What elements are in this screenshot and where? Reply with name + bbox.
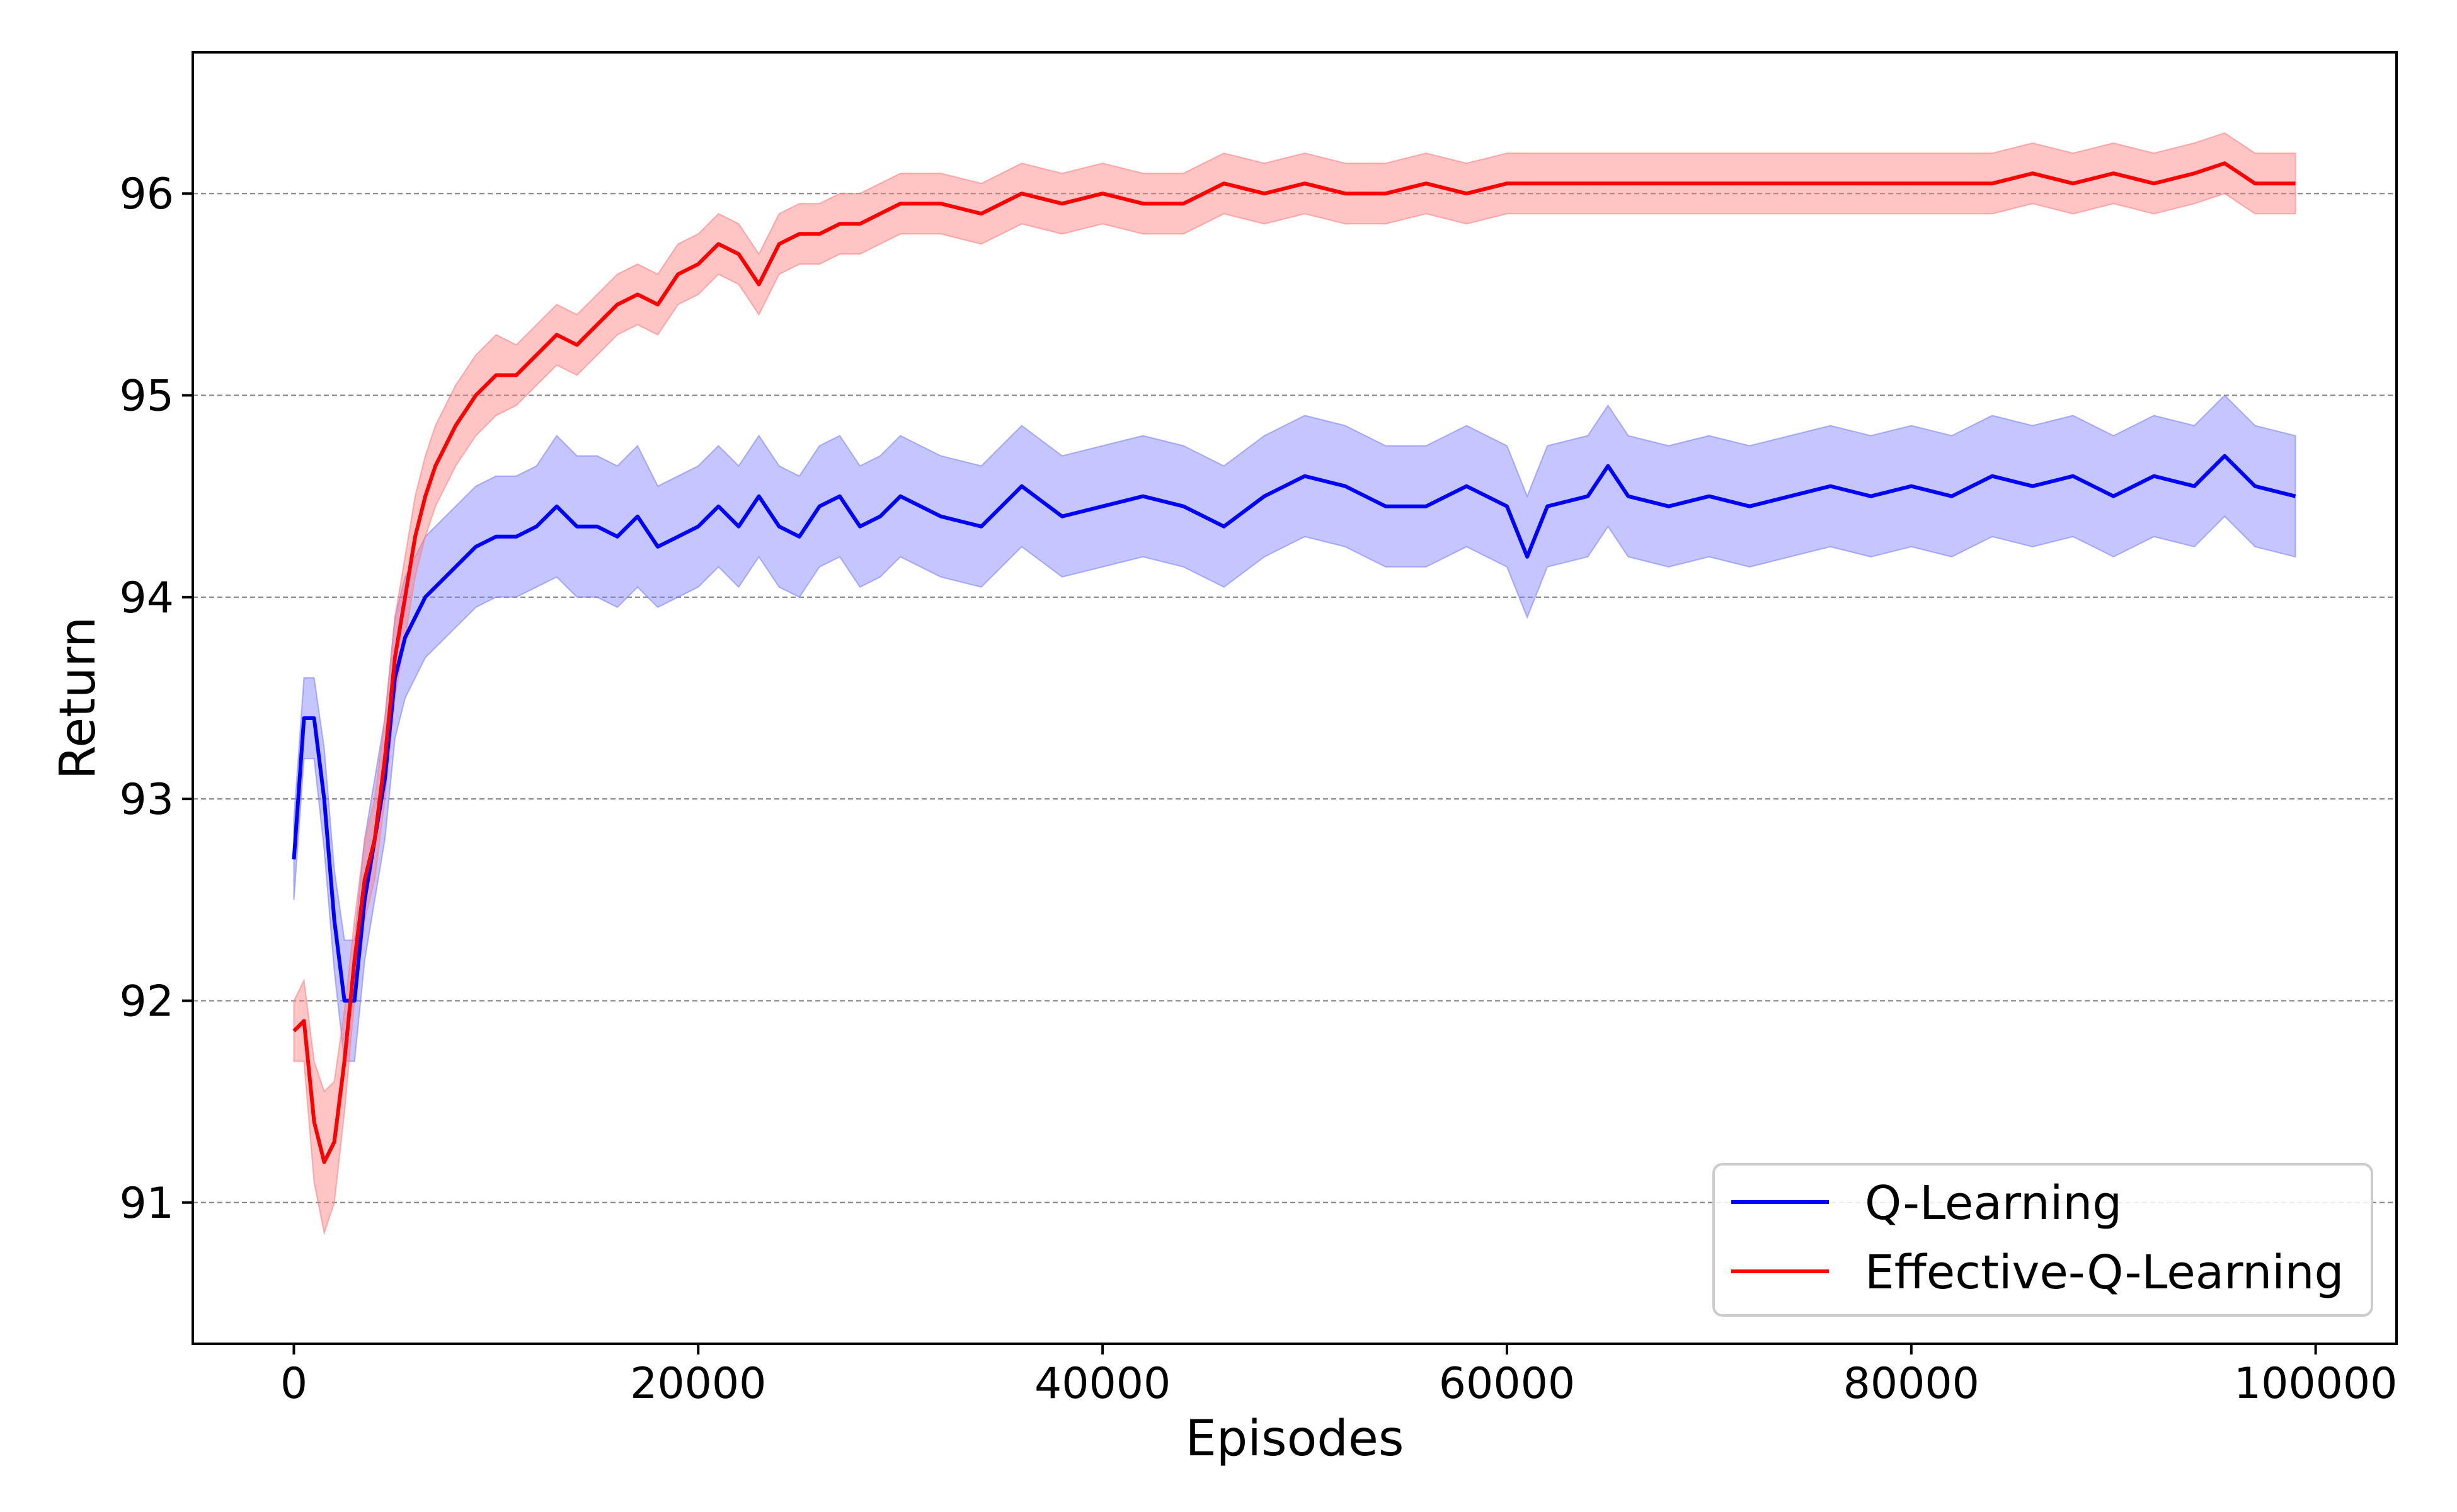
x-tick-label: 20000	[630, 1359, 766, 1409]
legend: Q-Learning Effective-Q-Learning	[1712, 1163, 2373, 1317]
y-tick-label: 96	[119, 169, 174, 219]
y-tick-label: 95	[119, 372, 174, 421]
x-tick-label: 100000	[2234, 1359, 2398, 1409]
y-tick-label: 91	[119, 1179, 174, 1228]
plot-frame	[192, 51, 2398, 1345]
grid-lines	[193, 193, 2397, 1203]
confidence-bands	[293, 132, 2296, 1235]
y-tick-label: 93	[119, 775, 174, 825]
legend-label-effective-q-learning: Effective-Q-Learning	[1865, 1246, 2344, 1300]
legend-box	[1712, 1163, 2373, 1317]
x-axis-title: Episodes	[1186, 1411, 1404, 1467]
band-series-1	[293, 132, 2296, 1235]
legend-label-q-learning: Q-Learning	[1865, 1176, 2122, 1230]
x-axis: 0 20000 40000 60000 80000 100000	[280, 1344, 2398, 1409]
x-tick-label: 0	[280, 1359, 307, 1409]
y-axis: 91 92 93 94 95 96	[119, 169, 193, 1228]
y-tick-label: 92	[119, 976, 174, 1026]
x-tick-label: 40000	[1034, 1359, 1171, 1409]
y-axis-title: Return	[50, 617, 106, 780]
y-tick-label: 94	[119, 573, 174, 623]
series-lines	[292, 161, 2296, 1164]
band-series-0	[293, 394, 2296, 1062]
x-tick-label: 80000	[1843, 1359, 1979, 1409]
line-series-0	[292, 454, 2296, 1003]
line-series-1	[292, 161, 2296, 1164]
x-tick-label: 60000	[1439, 1359, 1575, 1409]
